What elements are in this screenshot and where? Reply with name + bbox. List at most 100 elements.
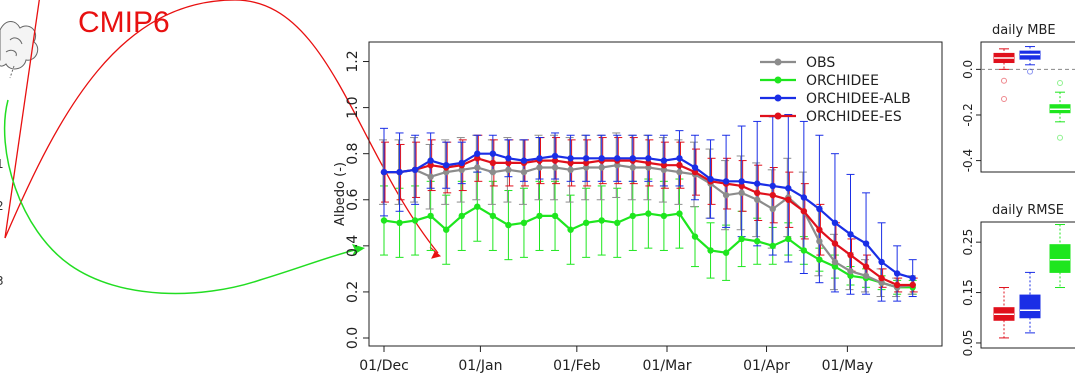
data-point — [707, 247, 713, 253]
data-point — [396, 220, 402, 226]
data-point — [536, 164, 542, 170]
daily-mbe-chart: daily MBE -0.4 -0.2 0.0 — [961, 23, 1075, 172]
data-point — [599, 164, 605, 170]
data-point — [676, 162, 682, 168]
data-point — [676, 210, 682, 216]
y-tick-label: 0.05 — [961, 330, 975, 357]
box-title: daily RMSE — [992, 203, 1064, 218]
y-tick-label: 0.15 — [961, 279, 975, 306]
data-point — [381, 169, 387, 175]
data-point — [474, 203, 480, 209]
data-point — [770, 206, 776, 212]
legend-marker — [775, 77, 782, 84]
outlier-point — [1002, 78, 1007, 83]
data-point — [676, 169, 682, 175]
data-point — [645, 155, 651, 161]
data-point — [459, 213, 465, 219]
data-point — [707, 176, 713, 182]
data-point — [630, 213, 636, 219]
data-point — [816, 206, 822, 212]
y-tick-label: 0.25 — [961, 229, 975, 256]
data-point — [692, 233, 698, 239]
x-tick-label: 01/Dec — [359, 358, 409, 374]
data-point — [894, 270, 900, 276]
data-point — [490, 169, 496, 175]
data-point — [816, 256, 822, 262]
data-point — [552, 153, 558, 159]
outlier-point — [1058, 135, 1063, 140]
data-point — [443, 227, 449, 233]
box — [1050, 245, 1070, 273]
data-point — [738, 178, 744, 184]
data-point — [770, 183, 776, 189]
data-point — [754, 190, 760, 196]
data-point — [801, 194, 807, 200]
data-point — [412, 217, 418, 223]
data-point — [427, 174, 433, 180]
outlier-point — [1028, 69, 1033, 74]
legend-label: ORCHIDEE-ALB — [806, 91, 911, 107]
data-point — [910, 275, 916, 281]
data-point — [505, 222, 511, 228]
y-tick-label: 0.0 — [961, 60, 975, 79]
data-point — [847, 252, 853, 258]
data-point — [910, 282, 916, 288]
data-point — [396, 169, 402, 175]
data-point — [474, 164, 480, 170]
data-point — [599, 217, 605, 223]
data-point — [816, 227, 822, 233]
data-point — [583, 220, 589, 226]
data-point — [505, 155, 511, 161]
y-tick-label: 0.2 — [345, 281, 361, 303]
data-point — [801, 208, 807, 214]
legend-marker — [775, 95, 782, 102]
data-point — [381, 217, 387, 223]
data-point — [521, 220, 527, 226]
fragment-label: 2 — [0, 199, 4, 213]
data-point — [863, 263, 869, 269]
data-point — [443, 162, 449, 168]
legend-marker — [775, 59, 782, 66]
data-point — [661, 157, 667, 163]
y-tick-label: 0.0 — [345, 327, 361, 349]
data-point — [536, 213, 542, 219]
data-point — [723, 178, 729, 184]
data-point — [599, 155, 605, 161]
fragment-label: 3 — [0, 274, 4, 288]
data-point — [474, 150, 480, 156]
y-tick-label: 0.8 — [345, 143, 361, 165]
data-point — [521, 157, 527, 163]
x-tick-label: 01/Feb — [553, 358, 600, 374]
data-point — [770, 243, 776, 249]
data-point — [521, 169, 527, 175]
data-point — [505, 167, 511, 173]
x-tick-label: 01/Mar — [643, 358, 692, 374]
data-point — [801, 247, 807, 253]
legend: OBS ORCHIDEE ORCHIDEE-ALB ORCHIDEE-ES — [760, 55, 911, 125]
data-point — [536, 155, 542, 161]
data-point — [427, 157, 433, 163]
box-title: daily MBE — [992, 23, 1056, 38]
legend-label: ORCHIDEE-ES — [806, 109, 902, 125]
y-axis-label: Albedo (-) — [333, 162, 348, 226]
y-tick-label: 1.2 — [345, 50, 361, 72]
data-point — [863, 273, 869, 279]
daily-rmse-chart: daily RMSE 0.05 0.15 0.25 — [961, 203, 1075, 356]
legend-marker — [775, 113, 782, 120]
fragment-label: 1 — [0, 157, 4, 171]
data-point — [770, 192, 776, 198]
box-frame — [981, 222, 1075, 348]
data-point — [894, 282, 900, 288]
data-point — [723, 250, 729, 256]
data-point — [490, 213, 496, 219]
data-point — [785, 236, 791, 242]
data-point — [738, 190, 744, 196]
data-point — [661, 213, 667, 219]
data-point — [427, 213, 433, 219]
outlier-point — [1002, 97, 1007, 102]
data-point — [785, 185, 791, 191]
box — [1020, 295, 1040, 318]
data-point — [754, 180, 760, 186]
data-point — [459, 160, 465, 166]
